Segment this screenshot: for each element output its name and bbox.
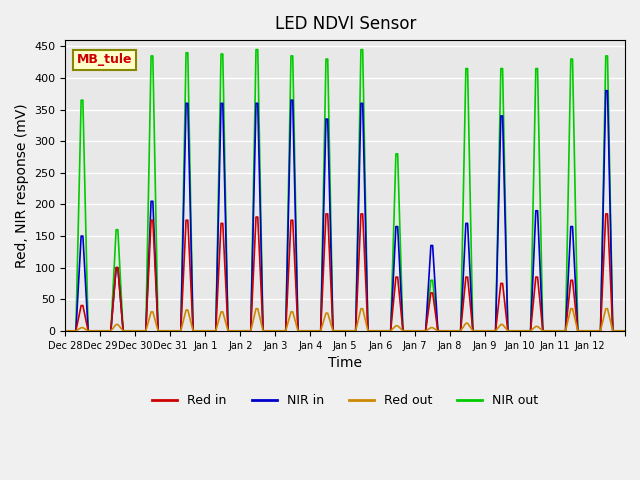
Line: Red out: Red out xyxy=(65,309,625,331)
Red in xyxy=(596,328,604,334)
Line: Red in: Red in xyxy=(65,214,625,331)
NIR out xyxy=(541,328,548,334)
Line: NIR in: NIR in xyxy=(65,91,625,331)
Y-axis label: Red, NIR response (mV): Red, NIR response (mV) xyxy=(15,103,29,268)
Red out xyxy=(294,328,302,334)
Red in xyxy=(289,217,296,223)
Red in xyxy=(541,328,548,334)
Red in xyxy=(621,328,629,334)
Red out xyxy=(61,328,69,334)
NIR in xyxy=(61,328,69,334)
NIR in xyxy=(271,328,279,334)
NIR in xyxy=(352,328,360,334)
NIR out xyxy=(294,328,302,334)
NIR out xyxy=(61,328,69,334)
NIR out xyxy=(357,47,365,52)
Red out xyxy=(271,328,279,334)
Red in xyxy=(271,328,279,334)
NIR in xyxy=(595,328,603,334)
NIR in xyxy=(539,328,547,334)
Red in xyxy=(202,328,209,334)
Red out xyxy=(596,328,604,334)
X-axis label: Time: Time xyxy=(328,356,362,370)
Red out xyxy=(357,306,365,312)
NIR out xyxy=(252,47,260,52)
NIR in xyxy=(289,97,296,103)
NIR in xyxy=(602,88,610,94)
Red in xyxy=(61,328,69,334)
Red out xyxy=(202,328,209,334)
NIR out xyxy=(271,328,279,334)
Red out xyxy=(621,328,629,334)
NIR out xyxy=(596,328,604,334)
NIR in xyxy=(621,328,629,334)
Red in xyxy=(357,211,365,217)
Red in xyxy=(322,211,330,217)
Red out xyxy=(541,328,548,334)
Text: MB_tule: MB_tule xyxy=(77,53,132,66)
NIR in xyxy=(202,328,209,334)
NIR out xyxy=(621,328,629,334)
Line: NIR out: NIR out xyxy=(65,49,625,331)
Legend: Red in, NIR in, Red out, NIR out: Red in, NIR in, Red out, NIR out xyxy=(147,389,543,412)
Title: LED NDVI Sensor: LED NDVI Sensor xyxy=(275,15,416,33)
NIR out xyxy=(202,328,209,334)
Red out xyxy=(252,306,260,312)
